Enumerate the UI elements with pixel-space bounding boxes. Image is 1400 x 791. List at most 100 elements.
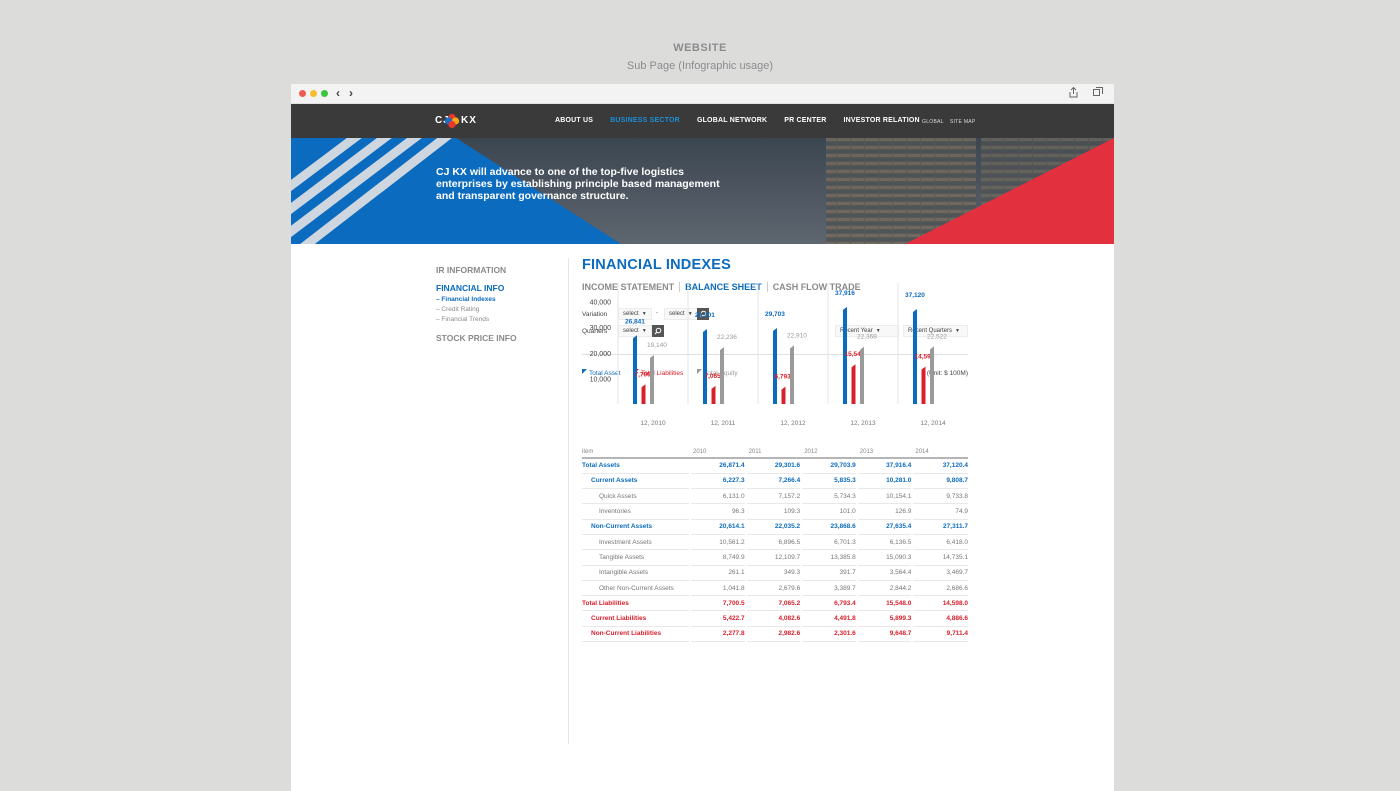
table-cell: 9,733.8 <box>911 488 968 505</box>
table-row: Tangible Assets 8,749.9 12,109.7 13,385.8 15… <box>582 549 968 566</box>
bar-total-liabilities <box>711 385 716 404</box>
quarters-label: Quarters <box>582 328 608 335</box>
row-label: Intangible Assets <box>582 565 690 581</box>
utility-nav: GLOBAL SITE MAP <box>922 119 982 125</box>
data-label: 6,793 <box>775 374 792 381</box>
table-cell: 5,734.3 <box>800 488 857 505</box>
row-label: Non-Current Assets <box>582 519 690 535</box>
tabs-icon[interactable] <box>1093 87 1103 100</box>
table-cell: 5,835.3 <box>800 473 857 490</box>
bar-total-asset <box>773 327 777 404</box>
quarters-search-button[interactable] <box>652 325 664 337</box>
table-header-2011: 2011 <box>745 446 802 459</box>
bar-total-equity <box>720 347 724 404</box>
tab-cash-flow-trade[interactable]: CASH FLOW TRADE <box>772 282 861 292</box>
table-cell: 109.3 <box>744 503 802 520</box>
logo-text-cj: CJ <box>435 115 450 126</box>
table-cell: 27,635.4 <box>855 519 913 535</box>
table-cell: 8,749.9 <box>689 549 746 566</box>
row-label: Investment Assets <box>582 534 690 551</box>
table-row: Investment Assets 10,561.2 6,896.5 6,701.3 6… <box>582 534 968 551</box>
nav-pr-center[interactable]: PR CENTER <box>784 117 827 124</box>
sidebar-financial-indexes[interactable]: – Financial Indexes <box>436 296 496 303</box>
table-cell: 126.9 <box>855 503 913 520</box>
sidebar-financial-trends[interactable]: – Financial Trends <box>436 316 490 323</box>
bar-total-equity <box>790 345 794 404</box>
forward-arrow-icon[interactable]: › <box>349 86 353 100</box>
util-sitemap-link[interactable]: SITE MAP <box>949 119 976 125</box>
table-cell: 3,564.4 <box>855 565 913 581</box>
table-cell: 20,614.1 <box>689 519 746 535</box>
table-cell: 261.1 <box>689 565 746 581</box>
table-header-item: item <box>582 446 690 459</box>
table-cell: 10,154.1 <box>855 488 913 505</box>
tab-income-statement[interactable]: INCOME STATEMENT <box>582 282 675 292</box>
table-cell: 7,266.4 <box>744 473 802 490</box>
row-label: Inventories <box>582 503 690 520</box>
table-cell: 6,793.4 <box>800 595 857 612</box>
data-label: 19,140 <box>647 342 667 349</box>
data-label: 15,548 <box>845 351 865 358</box>
bar-total-asset <box>703 328 707 404</box>
table-cell: 15,548.0 <box>855 595 913 612</box>
hero-banner: CJ KX will advance to one of the top-fiv… <box>291 138 1114 244</box>
sidebar: IR INFORMATION FINANCIAL INFO – Financia… <box>436 265 566 351</box>
table-cell: 29,301.6 <box>744 458 802 474</box>
data-label: 29,703 <box>765 311 785 318</box>
maximize-window-button[interactable] <box>321 90 328 97</box>
y-tick-label: 20,000 <box>590 351 612 358</box>
table-cell: 13,385.8 <box>800 549 857 566</box>
row-label: Current Liabilities <box>582 610 690 627</box>
table-cell: 5,422.7 <box>689 610 746 627</box>
close-window-button[interactable] <box>299 90 306 97</box>
table-cell: 6,131.0 <box>689 488 746 505</box>
row-label: Current Assets <box>582 473 690 490</box>
bar-total-equity <box>650 355 654 404</box>
balance-sheet-chart: 10,000 20,000 30,000 40,000 26,841 7,700 19,14… <box>590 283 947 427</box>
sidebar-stock-price-info[interactable]: STOCK PRICE INFO <box>436 333 517 343</box>
balance-sheet-table: item 2010 2011 2012 2013 2014 Total Assets 26,… <box>582 446 968 643</box>
data-label: 37,120 <box>905 292 925 299</box>
cj-kx-logo[interactable]: CJ KX <box>435 112 477 132</box>
bar-total-equity <box>860 346 864 404</box>
nav-about-us[interactable]: ABOUT US <box>555 117 594 124</box>
table-row: Total Assets 26,871.4 29,301.6 29,703.9 37,9… <box>582 458 968 474</box>
table-cell: 2,679.6 <box>744 580 802 597</box>
table-cell: 96.3 <box>689 503 746 520</box>
bar-total-liabilities <box>851 364 856 404</box>
nav-investor-relation[interactable]: INVESTOR RELATION <box>843 117 920 124</box>
table-cell: 7,700.5 <box>689 595 746 612</box>
table-cell: 6,418.0 <box>911 534 968 551</box>
nav-global-network[interactable]: GLOBAL NETWORK <box>696 117 768 124</box>
bar-total-asset <box>843 306 847 404</box>
bar-total-asset <box>913 308 917 404</box>
util-global-link[interactable]: GLOBAL <box>922 119 944 125</box>
y-tick-label: 40,000 <box>590 300 612 307</box>
minimize-window-button[interactable] <box>310 90 317 97</box>
table-cell: 101.0 <box>800 503 857 520</box>
sidebar-credit-rating[interactable]: – Credit Rating <box>436 306 480 313</box>
logo-text-kx: KX <box>461 115 477 126</box>
table-header-2010: 2010 <box>690 446 746 459</box>
table-cell: 22,035.2 <box>744 519 802 535</box>
table-cell: 6,136.5 <box>855 534 913 551</box>
nav-business-sector[interactable]: BUSINESS SECTOR <box>610 117 680 124</box>
sidebar-financial-info[interactable]: FINANCIAL INFO <box>436 283 505 293</box>
sidebar-ir-information[interactable]: IR INFORMATION <box>436 265 507 275</box>
table-cell: 3,389.7 <box>800 580 857 597</box>
variation-from-select[interactable]: select ▼ <box>618 308 652 320</box>
share-icon[interactable] <box>1069 86 1078 101</box>
back-arrow-icon[interactable]: ‹ <box>336 86 340 100</box>
table-cell: 6,701.3 <box>800 534 857 551</box>
table-row: Inventories 96.3 109.3 101.0 126.9 74.9 <box>582 503 968 520</box>
table-row: Quick Assets 6,131.0 7,157.2 5,734.3 10,154.… <box>582 488 968 505</box>
table-row: Total Liabilities 7,700.5 7,065.2 6,793.4 15… <box>582 595 968 612</box>
recent-quarters-select[interactable]: Recent Quarters ▼ <box>903 325 968 337</box>
row-label: Other Non-Current Assets <box>582 580 690 597</box>
row-label: Non-Current Liabilities <box>582 626 690 643</box>
variation-search-button[interactable] <box>697 308 709 320</box>
variation-to-select[interactable]: select ▼ <box>664 308 698 320</box>
chart-unit-label: (Unit: $ 100M) <box>926 370 968 377</box>
table-cell: 15,090.3 <box>855 549 913 566</box>
tab-balance-sheet[interactable]: BALANCE SHEET <box>685 282 762 292</box>
